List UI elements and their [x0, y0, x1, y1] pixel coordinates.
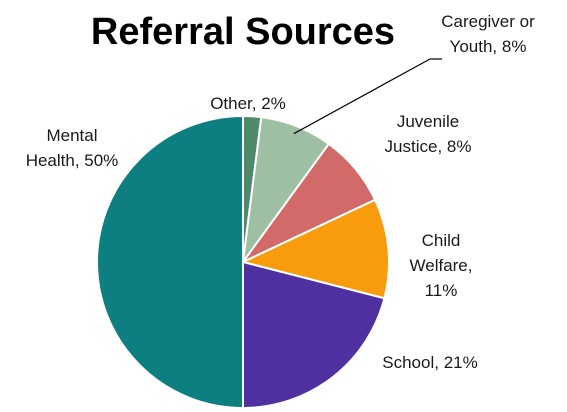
caregiver-leader-line — [293, 58, 431, 135]
pie-slice-mental-health — [96, 114, 244, 410]
slice-label-mental-health: Mental Health, 50% — [26, 126, 119, 170]
slice-labels: Other, 2% Caregiver or Youth, 8% Juvenile Ju… — [26, 12, 535, 372]
pie-slices — [96, 114, 390, 410]
slice-label-school: School, 21% — [382, 353, 477, 372]
pie-slice-child-welfare — [240, 198, 390, 300]
slice-label-caregiver-or-youth: Caregiver or Youth, 8% — [441, 12, 535, 56]
slice-label-child-welfare: Child Welfare, 11% — [410, 231, 473, 300]
pie-slice-school — [242, 260, 386, 410]
slice-label-other: Other, 2% — [210, 94, 286, 113]
chart-title: Referral Sources — [91, 11, 395, 53]
slice-label-juvenile-justice: Juvenile Justice, 8% — [385, 112, 472, 156]
